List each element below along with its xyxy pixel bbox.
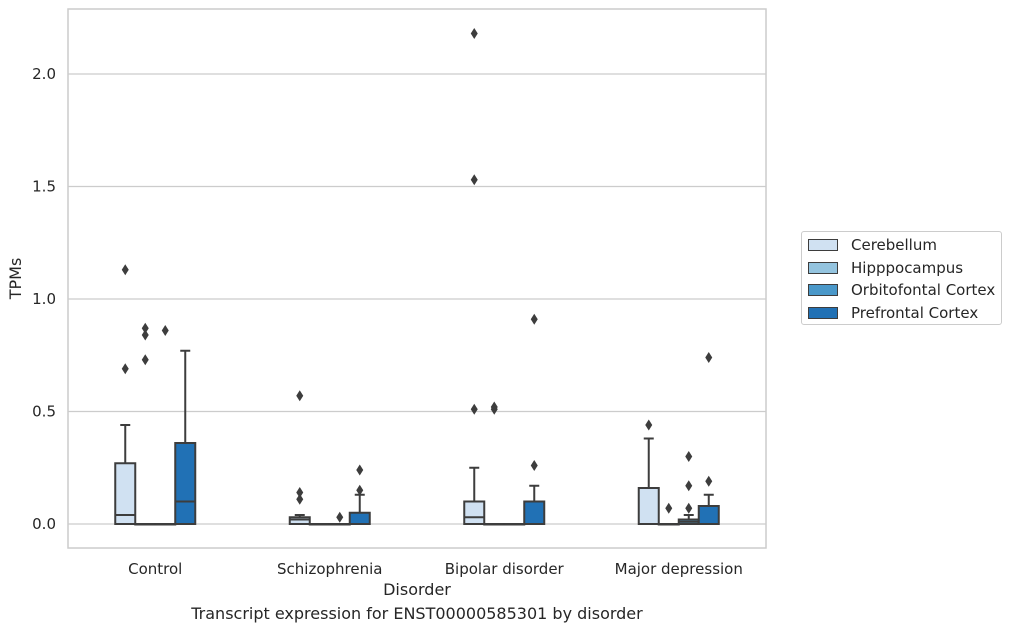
- box: [114, 264, 137, 525]
- outlier-point: [161, 325, 169, 336]
- box: [677, 451, 700, 525]
- box-body: [697, 505, 720, 525]
- box-body: [348, 511, 371, 525]
- box-body: [523, 500, 546, 525]
- box: [463, 28, 486, 525]
- x-axis-label: Disorder: [383, 580, 451, 599]
- box: [288, 390, 311, 525]
- box-body: [114, 462, 137, 525]
- outlier-point: [685, 502, 693, 514]
- legend-swatch: [808, 284, 838, 296]
- outlier-point: [645, 419, 653, 431]
- legend-label: Cerebellum: [851, 236, 937, 254]
- outlier-point: [685, 480, 693, 492]
- legend-item: Prefrontal Cortex: [808, 303, 978, 323]
- box-body: [463, 500, 486, 525]
- x-axis-ticks: Control Schizophrenia Bipolar disorder Majo…: [128, 560, 743, 578]
- x-tick-label: Schizophrenia: [277, 560, 382, 578]
- outlier-point: [685, 451, 693, 462]
- box: [348, 464, 371, 525]
- box: [154, 325, 177, 526]
- outlier-point: [705, 352, 713, 363]
- outlier-point: [470, 174, 478, 186]
- outlier-point: [490, 401, 498, 413]
- y-tick-label: 1.5: [32, 178, 56, 196]
- x-tick-label: Control: [128, 560, 182, 578]
- legend-label: Orbitofontal Cortex: [851, 281, 996, 299]
- outlier-point: [356, 484, 364, 496]
- legend-swatch: [808, 239, 838, 251]
- x-tick-label: Bipolar disorder: [445, 560, 565, 578]
- box: [134, 322, 157, 526]
- series-hipppocampus: [134, 322, 680, 526]
- chart-legend: Cerebellum Hipppocampus Orbitofontal Corte…: [801, 231, 1002, 325]
- outlier-point: [336, 511, 344, 523]
- box: [657, 502, 680, 526]
- box-body: [637, 487, 660, 525]
- outlier-point: [705, 475, 713, 487]
- y-tick-label: 1.0: [32, 290, 56, 308]
- outlier-point: [665, 502, 673, 514]
- outlier-point: [141, 354, 149, 366]
- y-tick-label: 0.5: [32, 403, 56, 421]
- outlier-point: [470, 28, 478, 39]
- outlier-point: [530, 313, 538, 325]
- series-orbitofontal-cortex: [154, 325, 700, 526]
- legend-swatch: [808, 261, 838, 274]
- outlier-point: [530, 460, 538, 471]
- chart-title: Transcript expression for ENST0000058530…: [191, 604, 643, 623]
- outlier-point: [141, 322, 149, 334]
- legend-swatch: [808, 306, 838, 319]
- box: [637, 419, 660, 525]
- box: [503, 523, 526, 526]
- box-body: [174, 442, 197, 525]
- box: [174, 349, 197, 525]
- outlier-point: [121, 264, 129, 276]
- box: [328, 511, 351, 526]
- legend-item: Hipppocampus: [808, 258, 963, 278]
- box: [697, 352, 720, 525]
- plot-area-frame: [67, 8, 767, 549]
- legend-label: Hipppocampus: [851, 258, 964, 277]
- y-axis-label: TPMs: [6, 258, 25, 301]
- y-axis-ticks: 0.0 0.5 1.0 1.5 2.0: [32, 65, 56, 533]
- legend-item: Cerebellum: [808, 235, 937, 255]
- outlier-point: [296, 493, 304, 505]
- series-prefrontal-cortex: [174, 313, 720, 525]
- outlier-point: [356, 464, 364, 476]
- outlier-point: [141, 329, 149, 341]
- outlier-point: [296, 390, 304, 402]
- box: [308, 523, 331, 526]
- series-cerebellum: [114, 28, 660, 525]
- legend-item: Orbitofontal Cortex: [808, 280, 995, 300]
- legend-label: Prefrontal Cortex: [851, 303, 979, 322]
- box-body: [288, 516, 311, 525]
- outlier-point: [296, 487, 304, 498]
- gridlines: [68, 73, 766, 525]
- box: [523, 313, 546, 525]
- y-tick-label: 0.0: [32, 515, 56, 533]
- box: [483, 401, 506, 526]
- box-plot-series: [114, 28, 720, 526]
- outlier-point: [121, 363, 129, 375]
- y-tick-label: 2.0: [32, 65, 56, 83]
- x-tick-label: Major depression: [615, 560, 743, 578]
- outlier-point: [470, 403, 478, 415]
